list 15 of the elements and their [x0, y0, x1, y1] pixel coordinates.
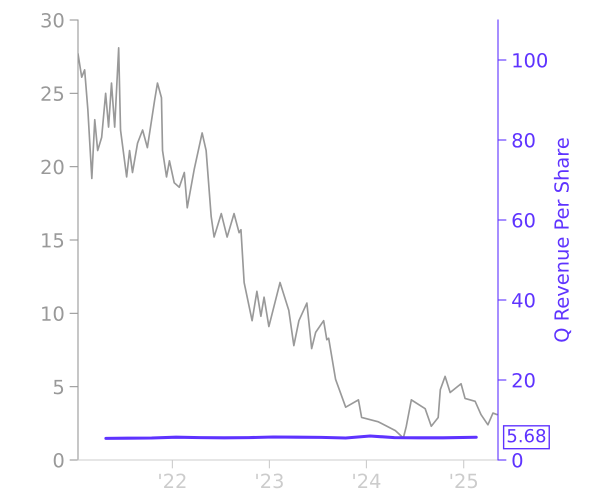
y2-tick-label: 60	[512, 212, 535, 228]
y2-tick-label: 20	[512, 372, 535, 388]
y2-tick-label: 80	[512, 132, 535, 148]
y2-axis-title: Q Revenue Per Share	[554, 138, 572, 342]
y-tick-label: 25	[41, 86, 64, 101]
data-label: 5.68	[508, 428, 546, 443]
y-tick-label: 5	[54, 380, 64, 394]
y-tick-label: 20	[41, 160, 64, 174]
y-tick-label: 0	[54, 452, 64, 468]
y2-tick-label: 100	[513, 52, 548, 68]
y2-tick-label: 40	[512, 292, 535, 308]
y-tick-label: 30	[42, 12, 64, 28]
y-tick-label: 15	[42, 233, 64, 248]
y-tick-label: 10	[42, 306, 64, 321]
y2-tick-label: 0	[512, 452, 522, 468]
